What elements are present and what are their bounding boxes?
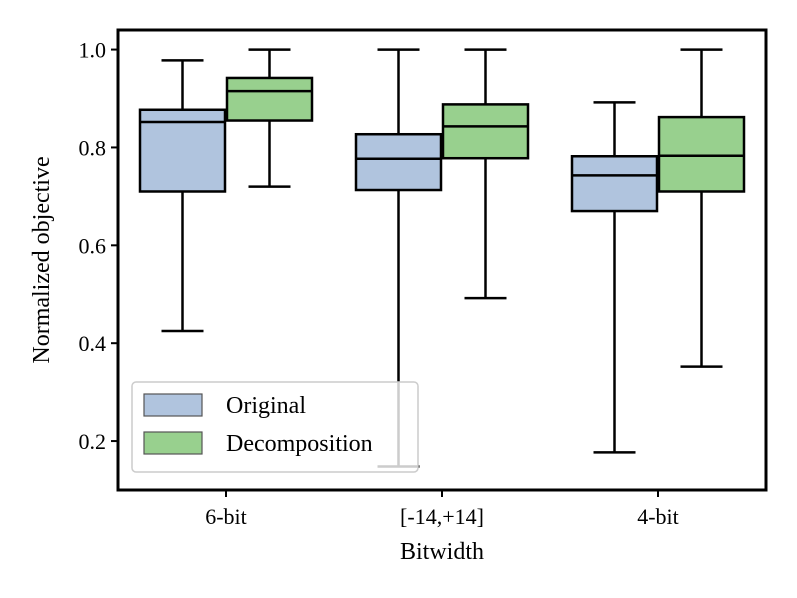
x-tick-label: 4-bit	[637, 504, 679, 529]
y-tick-label: 0.4	[79, 331, 107, 356]
y-tick-label: 1.0	[79, 38, 107, 63]
x-tick-label: 6-bit	[205, 504, 247, 529]
y-tick-label: 0.8	[79, 135, 107, 160]
legend-box	[131, 381, 419, 473]
y-tick-label: 0.2	[79, 429, 107, 454]
box-original-3	[570, 101, 659, 454]
x-tick-label: [-14,+14]	[400, 504, 484, 529]
legend: Original Decomposition	[131, 381, 419, 473]
box-body	[657, 115, 746, 193]
legend-swatch-original	[143, 393, 203, 417]
box-original-1	[138, 59, 227, 333]
legend-label-decomposition: Decomposition	[226, 431, 373, 457]
y-axis-title: Normalized objective	[29, 156, 55, 363]
box-body	[354, 132, 443, 192]
x-axis-title: Bitwidth	[400, 539, 484, 565]
box-body	[225, 76, 314, 122]
box-body	[441, 103, 530, 160]
legend-label-original: Original	[226, 393, 306, 419]
y-axis: 0.2 0.4 0.6 0.8 1.0	[79, 38, 118, 454]
box-decomposition-2	[441, 48, 530, 300]
box-body	[138, 108, 227, 193]
box-decomposition-3	[657, 48, 746, 368]
y-tick-label: 0.6	[79, 233, 107, 258]
box-decomposition-1	[225, 48, 314, 188]
box-body	[570, 155, 659, 213]
x-axis: 6-bit [-14,+14] 4-bit	[205, 490, 679, 529]
legend-swatch-decomposition	[143, 431, 203, 455]
